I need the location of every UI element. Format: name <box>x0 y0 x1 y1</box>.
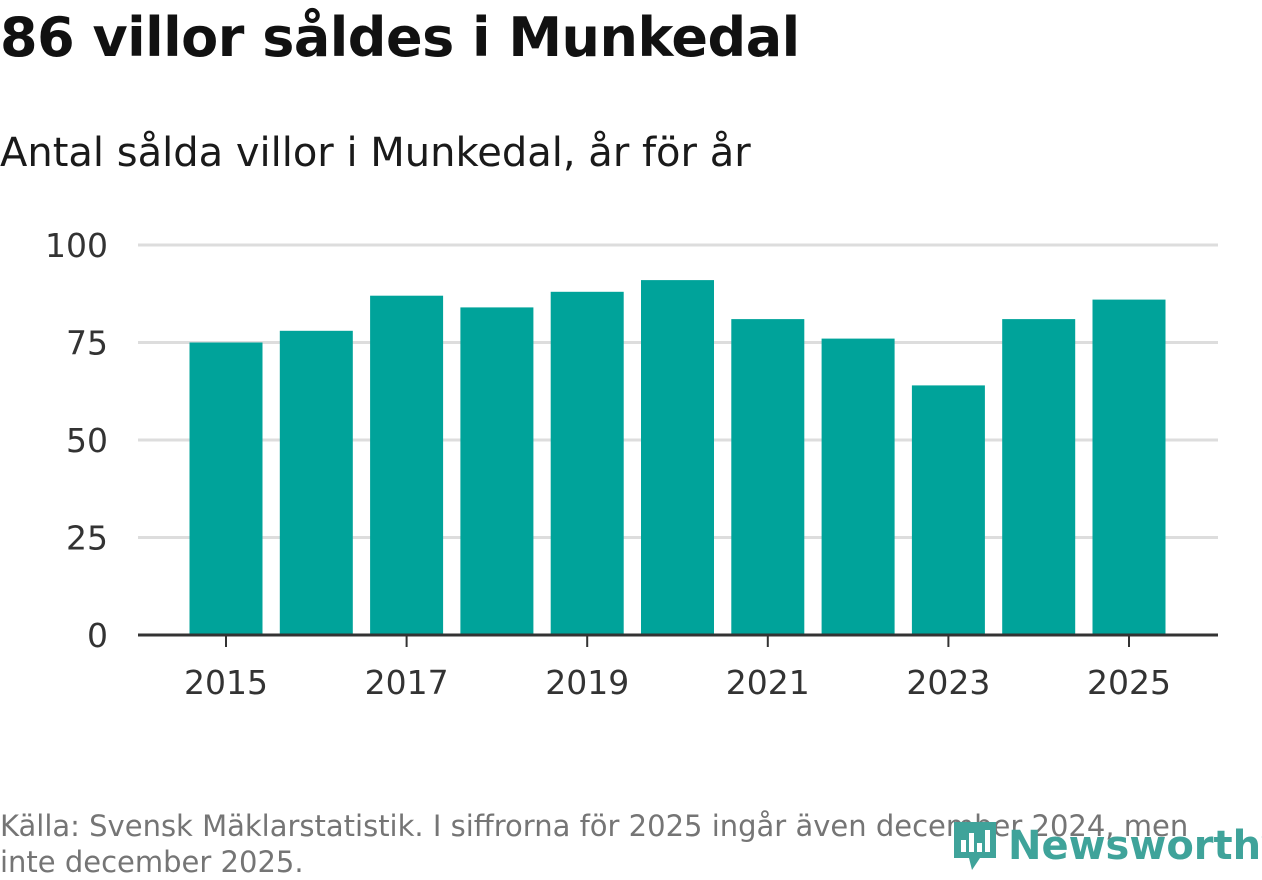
bar-2016 <box>279 330 353 635</box>
y-tick-label-100: 100 <box>45 226 108 265</box>
chart-subtitle: Antal sålda villor i Munkedal, år för år <box>0 130 751 176</box>
bar-2024 <box>1002 319 1076 635</box>
newsworthy-logo-icon <box>954 822 996 870</box>
bar-2023 <box>911 385 985 635</box>
x-tick-label-2017: 2017 <box>365 663 449 702</box>
bar-2025 <box>1092 299 1166 635</box>
x-tick-label-2025: 2025 <box>1087 663 1171 702</box>
x-tick-label-2019: 2019 <box>545 663 629 702</box>
y-tick-label-0: 0 <box>87 616 108 655</box>
bar-chart: 0 25 50 75 100 2015 2017 2019 2021 2023 2025 <box>45 226 1218 702</box>
y-tick-label-75: 75 <box>66 324 108 363</box>
x-tick-label-2023: 2023 <box>906 663 990 702</box>
x-axis <box>138 633 1218 647</box>
x-tick-label-2021: 2021 <box>726 663 810 702</box>
newsworthy-logo: Newsworthy <box>950 815 1262 877</box>
newsworthy-logo-text: Newsworthy <box>1008 823 1262 869</box>
tick-labels: 0 25 50 75 100 2015 2017 2019 2021 2023 2025 <box>45 226 1171 702</box>
bar-2017 <box>370 295 444 635</box>
bar-2015 <box>189 342 263 635</box>
bar-2018 <box>460 307 534 635</box>
y-tick-label-25: 25 <box>66 519 108 558</box>
bar-2022 <box>821 338 895 635</box>
bars <box>189 280 1166 635</box>
chart-title: 86 villor såldes i Munkedal <box>0 6 800 69</box>
bar-2019 <box>550 291 624 635</box>
bar-2021 <box>731 319 805 635</box>
y-tick-label-50: 50 <box>66 421 108 460</box>
x-tick-label-2015: 2015 <box>184 663 268 702</box>
bar-2020 <box>641 280 714 635</box>
